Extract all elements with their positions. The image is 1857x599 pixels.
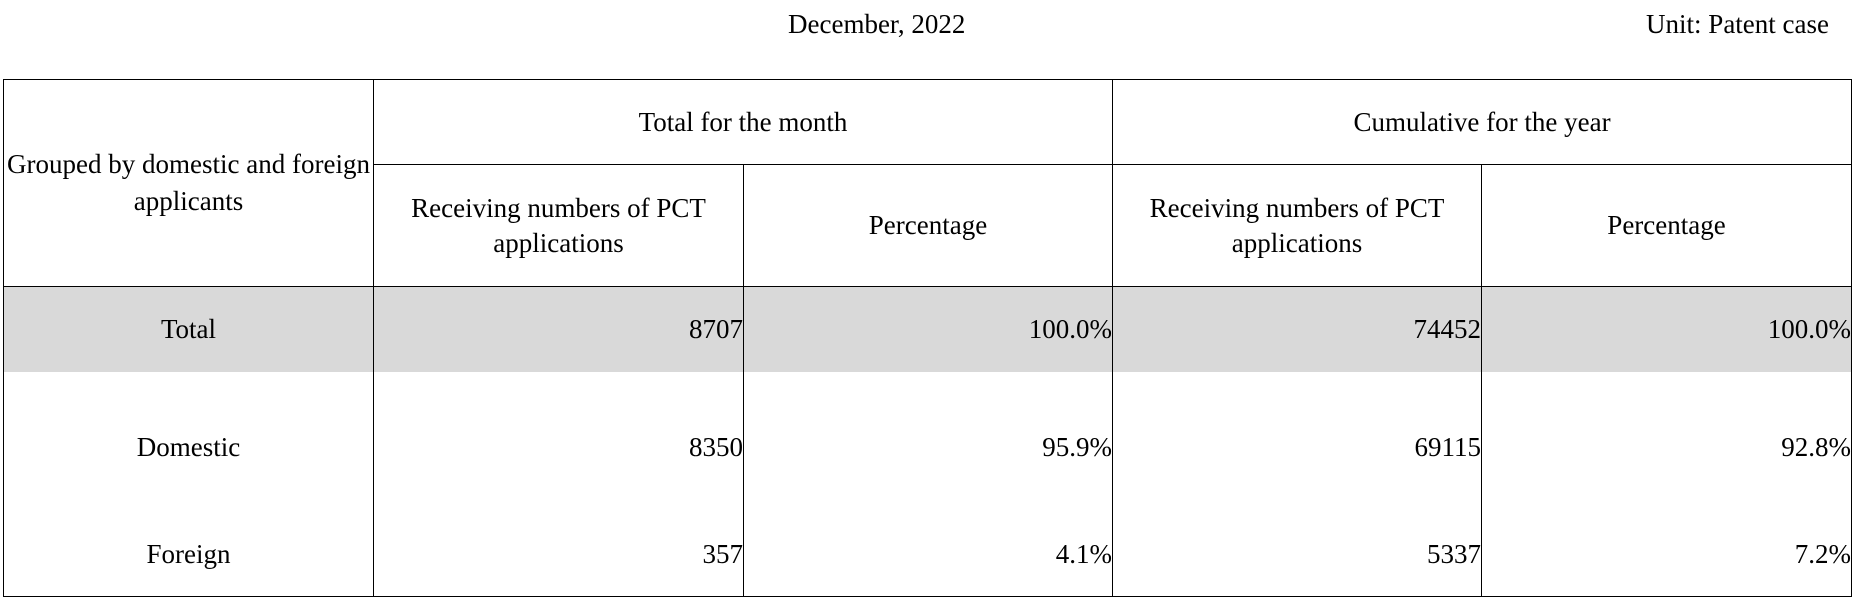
- subcolumn-header-row: Receiving numbers of PCT applications Pe…: [4, 164, 1853, 287]
- year-percentage-cell: 92.8%: [1481, 372, 1853, 513]
- month-percentage-cell: 4.1%: [742, 513, 1114, 597]
- group-header-row: Grouped by domestic and foreign applican…: [3, 79, 1853, 287]
- year-count-header: Receiving numbers of PCT applications: [1112, 164, 1483, 287]
- year-count-cell: 5337: [1112, 513, 1483, 597]
- month-percentage-cell: 95.9%: [742, 372, 1114, 513]
- group-header-month: Total for the month: [372, 79, 1114, 165]
- year-percentage-cell: 7.2%: [1481, 513, 1853, 597]
- month-count-cell: 8350: [373, 372, 744, 513]
- year-percentage-cell: 100.0%: [1481, 286, 1853, 372]
- year-percentage-header: Percentage: [1481, 164, 1853, 287]
- row-label: Foreign: [3, 513, 374, 597]
- row-header: Grouped by domestic and foreign applican…: [3, 79, 374, 287]
- row-label: Total: [3, 286, 374, 372]
- table-row-total: Total 8707 100.0% 74452 100.0%: [3, 286, 1853, 372]
- year-count-cell: 69115: [1112, 372, 1483, 513]
- group-header-year: Cumulative for the year: [1112, 79, 1853, 165]
- report-date: December, 2022: [788, 9, 966, 39]
- month-percentage-header: Percentage: [742, 164, 1114, 287]
- unit-label: Unit: Patent case: [1646, 9, 1829, 39]
- pct-applications-table: Grouped by domestic and foreign applican…: [3, 79, 1853, 597]
- month-count-header: Receiving numbers of PCT applications: [373, 164, 744, 287]
- month-count-cell: 8707: [373, 286, 744, 372]
- row-label: Domestic: [3, 372, 374, 513]
- month-percentage-cell: 100.0%: [742, 286, 1114, 372]
- table-row-domestic: Domestic 8350 95.9% 69115 92.8%: [3, 372, 1853, 513]
- year-count-cell: 74452: [1112, 286, 1483, 372]
- table-row-foreign: Foreign 357 4.1% 5337 7.2%: [3, 513, 1853, 597]
- month-count-cell: 357: [373, 513, 744, 597]
